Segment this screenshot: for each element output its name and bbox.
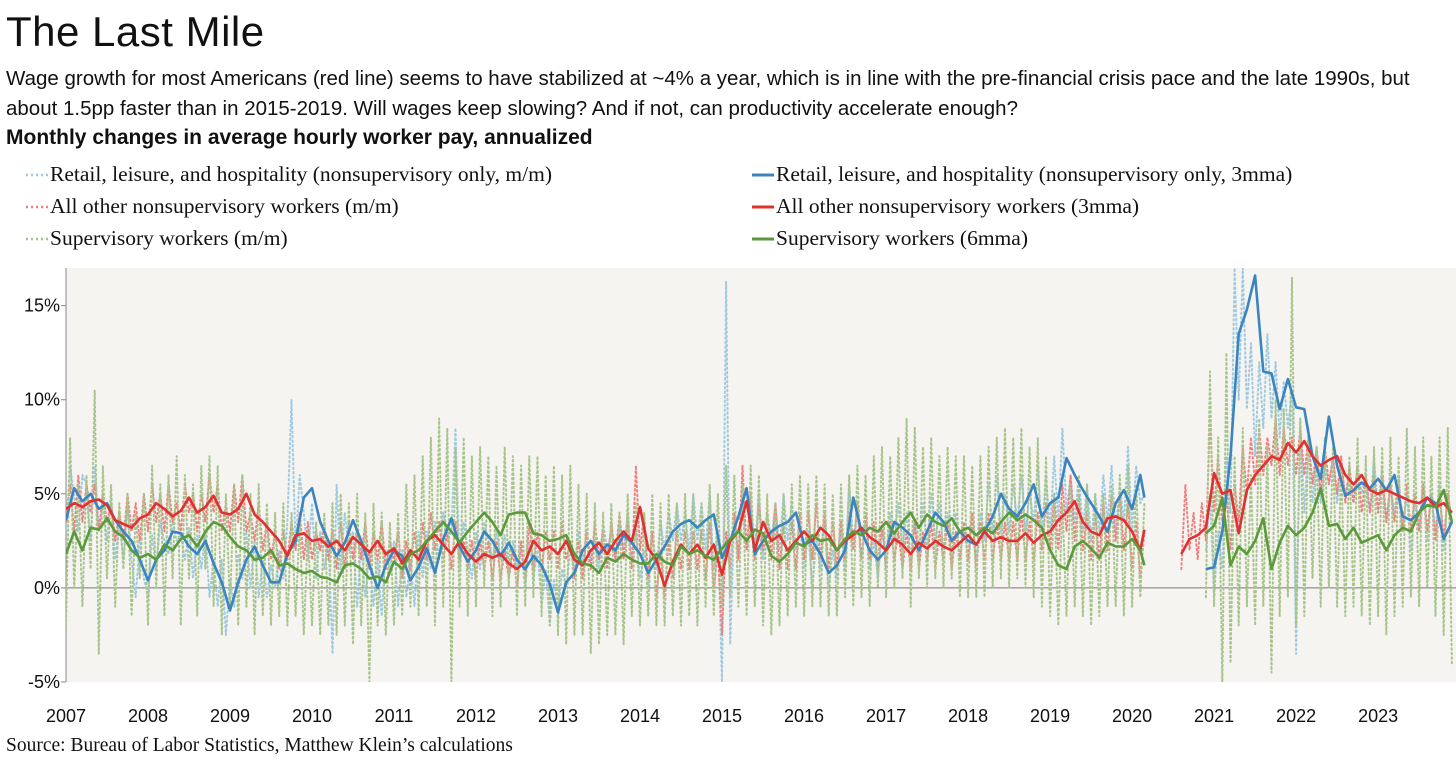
legend-item-other-mm: All other nonsupervisory workers (m/m) [26, 194, 399, 219]
legend-swatch-solid-red-icon [752, 205, 774, 208]
x-tick-label: 2020 [1112, 706, 1152, 726]
legend-label: All other nonsupervisory workers (3mma) [776, 194, 1140, 218]
legend-swatch-solid-green-icon [752, 237, 774, 240]
x-tick-label: 2007 [46, 706, 86, 726]
x-tick-label: 2015 [702, 706, 742, 726]
legend-swatch-solid-blue-icon [752, 173, 774, 176]
line-chart: -5% 0% 5% 10% 15% 2007 2008 2009 2010 2011 2012 201… [24, 268, 1456, 726]
source-note: Source: Bureau of Labor Statistics, Matt… [6, 735, 513, 756]
legend-label: Supervisory workers (6mma) [776, 226, 1028, 250]
y-tick-label: 5% [34, 484, 60, 504]
x-tick-label: 2016 [784, 706, 824, 726]
y-tick-label: 10% [24, 390, 60, 410]
legend-item-super-mm: Supervisory workers (m/m) [26, 226, 288, 251]
x-tick-label: 2019 [1030, 706, 1070, 726]
legend-label: Retail, leisure, and hospitality (nonsup… [50, 162, 552, 186]
x-tick-label: 2018 [948, 706, 988, 726]
series-line [66, 276, 1453, 682]
x-tick-label: 2008 [128, 706, 168, 726]
x-tick-label: 2009 [210, 706, 250, 726]
legend-item-super-6mma: Supervisory workers (6mma) [752, 226, 1028, 251]
chart-subhead: Monthly changes in average hourly worker… [6, 126, 593, 149]
x-tick-label: 2023 [1358, 706, 1398, 726]
y-tick-label: 0% [34, 578, 60, 598]
y-tick-label: 15% [24, 296, 60, 316]
legend-item-retail-mm: Retail, leisure, and hospitality (nonsup… [26, 162, 552, 187]
x-tick-label: 2014 [620, 706, 660, 726]
legend-swatch-dotted-blue-icon [26, 173, 48, 176]
x-tick-label: 2022 [1276, 706, 1316, 726]
x-tick-label: 2013 [538, 706, 578, 726]
x-tick-label: 2012 [456, 706, 496, 726]
x-tick-label: 2017 [866, 706, 906, 726]
x-tick-label: 2011 [375, 706, 414, 726]
series-line [66, 486, 1454, 584]
x-tick-label: 2010 [292, 706, 332, 726]
series-line [66, 439, 1453, 588]
legend-swatch-dotted-green-icon [26, 237, 48, 240]
chart-subtitle: Wage growth for most Americans (red line… [6, 67, 1410, 120]
legend-label: All other nonsupervisory workers (m/m) [50, 194, 399, 218]
y-tick-label: -5% [28, 672, 60, 692]
series-line [66, 274, 1454, 614]
legend-item-retail-3mma: Retail, leisure, and hospitality (nonsup… [752, 162, 1292, 187]
chart-title: The Last Mile [6, 8, 265, 55]
legend-item-other-3mma: All other nonsupervisory workers (3mma) [752, 194, 1139, 219]
x-tick-label: 2021 [1194, 706, 1234, 726]
legend-label: Supervisory workers (m/m) [50, 226, 288, 250]
legend-swatch-dotted-red-icon [26, 205, 48, 208]
legend-label: Retail, leisure, and hospitality (nonsup… [776, 162, 1293, 186]
